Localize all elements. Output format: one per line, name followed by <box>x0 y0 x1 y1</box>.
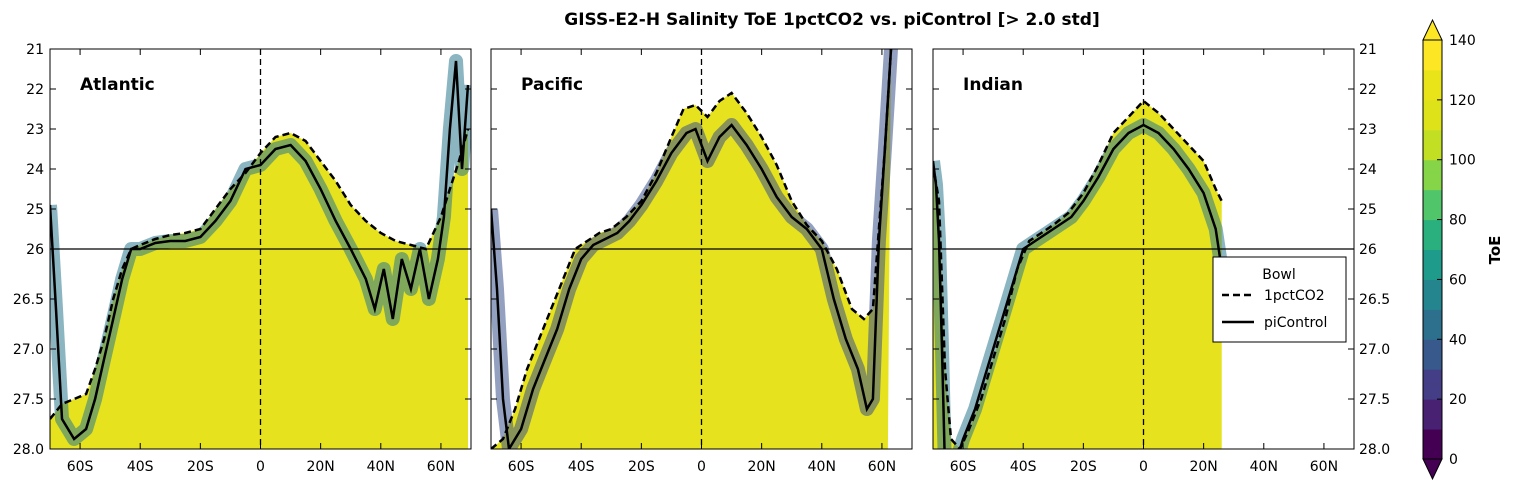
y-tick-label-left: 23 <box>26 122 44 138</box>
colorbar-level <box>1423 369 1442 400</box>
y-tick-label-right: 26 <box>1359 242 1377 258</box>
colorbar-level <box>1423 339 1442 370</box>
bowl-1pctco2-line <box>50 128 470 420</box>
colorbar-tick-label: 40 <box>1449 332 1467 348</box>
colorbar-level <box>1423 399 1442 430</box>
basin-label: Pacific <box>521 75 583 95</box>
colorbar: 0 20 40 60 80 100 120 140 <box>1422 18 1476 481</box>
bowl-picontrol-line <box>491 49 893 449</box>
colorbar-level <box>1423 40 1442 71</box>
y-tick-label-left: 28.0 <box>13 442 44 458</box>
y-tick-label-left: 27.5 <box>13 392 44 408</box>
colorbar-level <box>1423 189 1442 221</box>
y-tick-label-right: 27.5 <box>1359 392 1390 408</box>
legend-entry-1pctco2: 1pctCO2 <box>1264 288 1325 304</box>
y-tick-label-right: 26.5 <box>1359 292 1390 308</box>
x-tick-label: 0 <box>1139 459 1148 475</box>
colorbar-extend-top <box>1422 18 1443 41</box>
y-tick-label-right: 21 <box>1359 42 1377 58</box>
colorbar-level <box>1423 249 1442 280</box>
legend-box <box>1212 256 1347 343</box>
bowl-1pctco2-line <box>491 49 893 449</box>
colorbar-frame <box>1422 39 1443 460</box>
y-tick-label-right: 28.0 <box>1359 442 1390 458</box>
colorbar-level <box>1423 159 1442 191</box>
colorbar-tick-label: 60 <box>1449 272 1467 288</box>
colorbar-level <box>1423 279 1442 310</box>
y-tick-label-right: 22 <box>1359 82 1377 98</box>
x-tick-label: 60N <box>1310 459 1338 475</box>
x-tick-label: 40N <box>367 459 395 475</box>
colorbar-tick-label: 140 <box>1449 33 1476 49</box>
chart-title: GISS-E2-H Salinity ToE 1pctCO2 vs. piCon… <box>564 10 1099 30</box>
colorbar-level <box>1423 309 1442 340</box>
legend-entry-picontrol: piControl <box>1264 315 1327 331</box>
y-tick-label-left: 21 <box>26 42 44 58</box>
y-tick-label-right: 27.0 <box>1359 342 1390 358</box>
x-tick-label: 40S <box>127 459 154 475</box>
y-tick-label-left: 26.5 <box>13 292 44 308</box>
x-tick-label: 60N <box>427 459 455 475</box>
x-tick-label: 20S <box>1070 459 1097 475</box>
x-tick-label: 60S <box>67 459 94 475</box>
y-tick-label-right: 23 <box>1359 122 1377 138</box>
colorbar-level <box>1423 129 1442 161</box>
y-tick-label-right: 25 <box>1359 202 1377 218</box>
y-tick-label-left: 24 <box>26 162 44 178</box>
y-tick-label-left: 22 <box>26 82 44 98</box>
y-tick-label-left: 26 <box>26 242 44 258</box>
x-tick-label: 40S <box>568 459 595 475</box>
colorbar-level <box>1423 99 1442 131</box>
y-tick-label-left: 27.0 <box>13 342 44 358</box>
y-tick-label-left: 25 <box>26 202 44 218</box>
basin-label: Atlantic <box>80 75 155 95</box>
panel-atlantic: Atlantic 60S 40S 20S 0 20N 40N 60N <box>49 48 472 475</box>
x-tick-label: 60N <box>868 459 896 475</box>
panel-content <box>50 54 471 449</box>
toe-fill <box>933 101 1222 449</box>
legend: Bowl 1pctCO2 piControl <box>1212 256 1347 343</box>
colorbar-label: ToE <box>1486 236 1504 265</box>
colorbar-tick-label: 0 <box>1449 452 1458 468</box>
x-tick-label: 20N <box>1189 459 1217 475</box>
x-tick-label: 0 <box>697 459 706 475</box>
basin-label: Indian <box>963 75 1023 95</box>
legend-title: Bowl <box>1262 267 1296 283</box>
x-tick-label: 20N <box>306 459 334 475</box>
x-tick-label: 40S <box>1010 459 1037 475</box>
colorbar-level <box>1423 429 1442 460</box>
panel-pacific: Pacific 60S 40S 20S 0 20N 40N 60N <box>490 48 913 475</box>
colorbar-level <box>1423 69 1442 101</box>
x-tick-label: 60S <box>950 459 977 475</box>
bowl-picontrol-line <box>50 60 470 441</box>
x-tick-label: 40N <box>808 459 836 475</box>
panels-group: Atlantic 60S 40S 20S 0 20N 40N 60N Pacific 60S 40S… <box>13 42 1390 475</box>
colorbar-tick-label: 100 <box>1449 153 1476 169</box>
x-tick-label: 40N <box>1250 459 1278 475</box>
colorbar-tick-label: 120 <box>1449 93 1476 109</box>
colorbar-tick-label: 20 <box>1449 392 1467 408</box>
bowl-picontrol-line <box>933 123 1223 449</box>
panel-content <box>933 99 1229 449</box>
x-tick-label: 20N <box>747 459 775 475</box>
colorbar-level <box>1423 219 1442 250</box>
colorbar-extend-bottom <box>1422 458 1443 481</box>
x-tick-label: 20S <box>628 459 655 475</box>
panel-indian: Indian 60S 40S 20S 0 20N 40N 60N <box>932 48 1355 475</box>
colorbar-tick-label: 80 <box>1449 213 1467 229</box>
x-tick-label: 60S <box>508 459 535 475</box>
toe-fill <box>50 129 468 449</box>
x-tick-label: 0 <box>256 459 265 475</box>
y-tick-label-right: 24 <box>1359 162 1377 178</box>
x-tick-label: 20S <box>187 459 214 475</box>
